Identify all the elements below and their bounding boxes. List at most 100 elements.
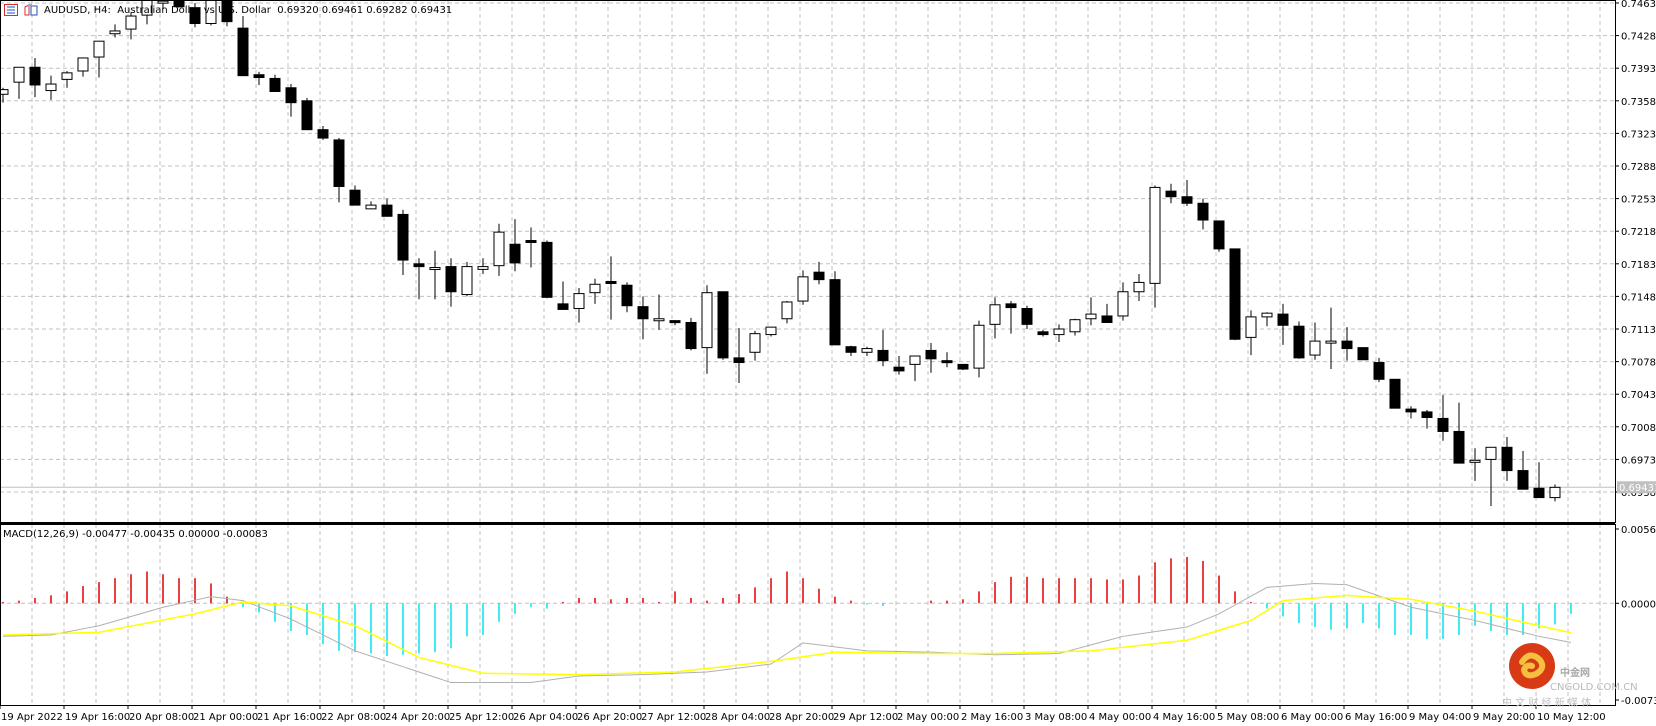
candle xyxy=(941,352,953,368)
macd-line xyxy=(2,582,1572,684)
chart-list-icon[interactable] xyxy=(4,4,18,16)
candle xyxy=(1069,318,1081,336)
time-axis-label: 24 Apr 20:00 xyxy=(385,712,450,723)
time-axis-label: 28 Apr 04:00 xyxy=(705,712,770,723)
grid-lines xyxy=(0,0,1615,705)
candle xyxy=(525,227,537,268)
candle xyxy=(301,98,313,131)
time-axis-label: 4 May 00:00 xyxy=(1089,712,1151,723)
candle xyxy=(1453,402,1465,464)
candle xyxy=(765,326,777,337)
candle xyxy=(589,278,601,304)
candle xyxy=(813,261,825,285)
candle xyxy=(1501,437,1513,481)
time-axis-label: 19 Apr 16:00 xyxy=(65,712,130,723)
candle xyxy=(13,66,25,99)
chart-title: AUDUSD, H4: Australian Dollar vs U.S. Do… xyxy=(44,4,453,16)
candle xyxy=(1165,183,1177,204)
candle xyxy=(1021,305,1033,329)
candle xyxy=(1181,179,1193,207)
candle xyxy=(45,75,57,100)
candle xyxy=(1053,324,1065,343)
candle xyxy=(1437,395,1449,441)
candle xyxy=(509,219,521,272)
candle xyxy=(877,329,889,367)
time-axis-label: 26 Apr 20:00 xyxy=(577,712,642,723)
candle xyxy=(1469,448,1481,481)
time-axis-label: 10 May 12:00 xyxy=(1537,712,1606,723)
candle xyxy=(349,185,361,206)
candle xyxy=(1245,310,1257,356)
time-axis-label: 4 May 16:00 xyxy=(1153,712,1215,723)
candle xyxy=(701,285,713,374)
candle xyxy=(157,0,169,9)
candle xyxy=(1405,406,1417,419)
cngold-watermark: 中金网 CNGOLD.COM.CN 中 文 财 经 新 媒 体 xyxy=(1500,642,1656,723)
candle xyxy=(1421,410,1433,429)
candle xyxy=(1357,347,1369,361)
candle xyxy=(429,250,441,300)
candle xyxy=(749,330,761,361)
candle xyxy=(1373,357,1385,383)
candle xyxy=(173,0,185,8)
candle xyxy=(1309,322,1321,360)
macd-indicator xyxy=(2,557,1572,684)
candle xyxy=(733,328,745,384)
candle xyxy=(237,16,249,77)
candle xyxy=(1005,301,1017,334)
candle xyxy=(61,70,73,88)
candle xyxy=(93,40,105,78)
candle xyxy=(973,320,985,378)
candle xyxy=(1117,282,1129,321)
candle xyxy=(109,24,121,38)
candle xyxy=(829,271,841,346)
time-axis-label: 2 May 16:00 xyxy=(961,712,1023,723)
time-axis-label: 19 Apr 2022 xyxy=(1,712,63,723)
candle xyxy=(1037,329,1049,337)
candle xyxy=(1533,462,1545,499)
candle xyxy=(205,0,217,26)
candle xyxy=(0,87,9,103)
candlesticks xyxy=(0,0,1561,506)
candle xyxy=(285,84,297,117)
candle xyxy=(461,261,473,297)
macd-axis-label: 0.00000 xyxy=(1621,599,1656,610)
candle xyxy=(29,57,41,98)
candle xyxy=(253,71,265,85)
candle xyxy=(493,223,505,276)
chart-window-icon[interactable] xyxy=(24,4,38,16)
candle xyxy=(317,125,329,140)
candle xyxy=(1229,248,1241,341)
svg-text:中金网: 中金网 xyxy=(1560,666,1590,679)
macd-indicator-label: MACD(12,26,9) -0.00477 -0.00435 0.00000 … xyxy=(3,529,268,540)
current-price-label: 0.69431 xyxy=(1619,483,1656,494)
time-axis-label: 6 May 16:00 xyxy=(1345,712,1407,723)
candle xyxy=(397,209,409,275)
candle xyxy=(893,356,905,375)
candle xyxy=(1277,303,1289,345)
candle xyxy=(1293,321,1305,359)
time-axis-label: 9 May 04:00 xyxy=(1409,712,1471,723)
time-axis-label: 9 May 20:00 xyxy=(1473,712,1535,723)
time-axis-label: 20 Apr 08:00 xyxy=(129,712,194,723)
time-axis-label: 27 Apr 12:00 xyxy=(641,712,706,723)
current-price-tag xyxy=(1617,481,1656,494)
time-axis-label: 6 May 00:00 xyxy=(1281,712,1343,723)
candle xyxy=(717,291,729,360)
candle xyxy=(653,294,665,330)
time-axis-label: 22 Apr 08:00 xyxy=(321,712,386,723)
candle xyxy=(989,297,1001,339)
